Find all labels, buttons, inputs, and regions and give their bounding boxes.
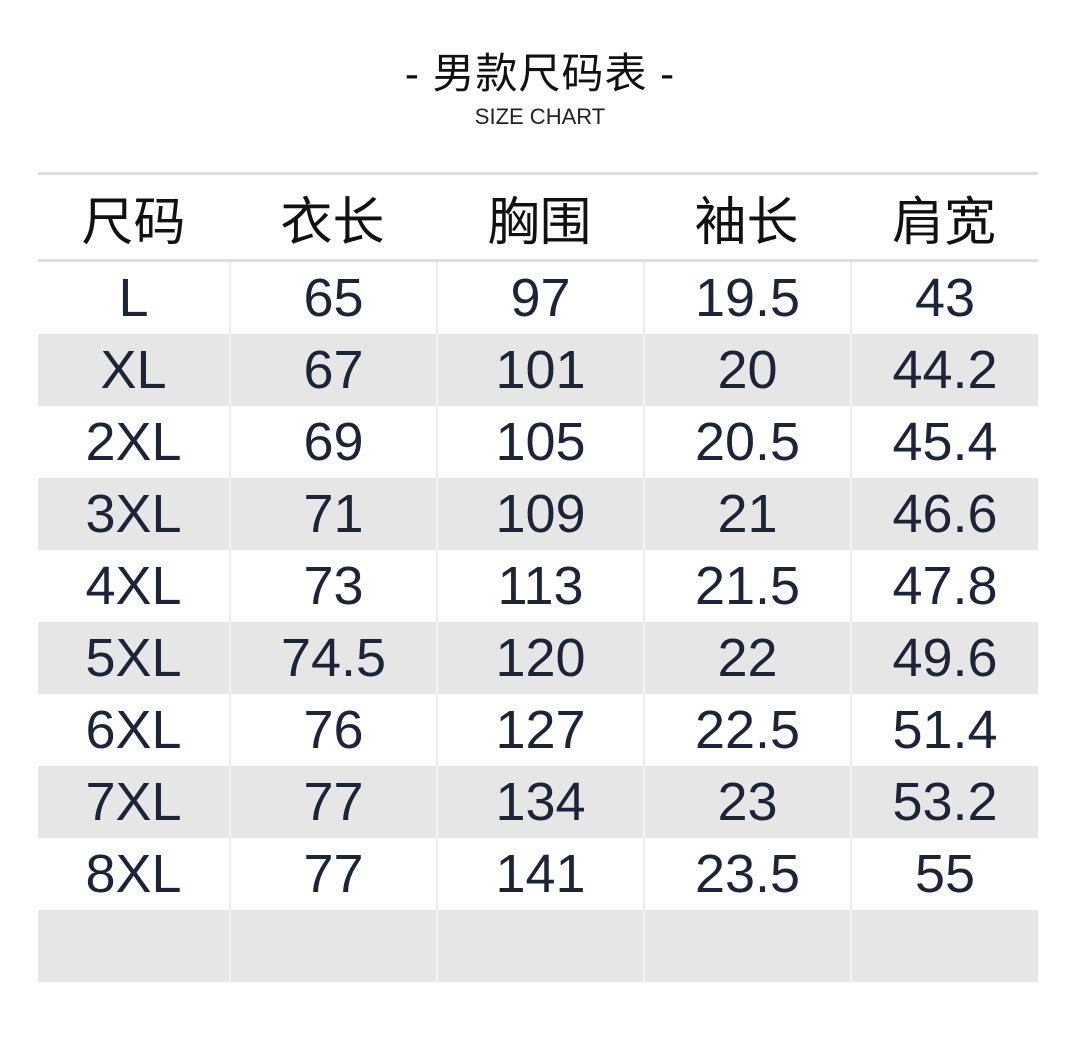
table-cell: 4XL [85,556,182,616]
table-cell: 77 [229,838,436,910]
table-row: 2XL 69 105 20.5 45.4 [38,406,1038,478]
table-cell: 2XL [85,412,182,472]
table-row: 8XL 77 141 23.5 55 [38,838,1038,910]
table-cell: 49.6 [850,622,1038,694]
table-cell: 20.5 [643,406,850,478]
table-cell: 45.4 [850,406,1038,478]
table-cell: 76 [229,694,436,766]
table-cell: 23 [643,766,850,838]
table-cell: 97 [436,262,643,334]
table-cell [229,910,436,982]
table-cell: 3XL [85,484,182,544]
table-cell: 101 [436,334,643,406]
table-row: 7XL 77 134 23 53.2 [38,766,1038,838]
table-row: XL 67 101 20 44.2 [38,334,1038,406]
table-row: 6XL 76 127 22.5 51.4 [38,694,1038,766]
table-cell: 55 [850,838,1038,910]
table-cell: 19.5 [643,262,850,334]
table-row: L 65 97 19.5 43 [38,262,1038,334]
table-cell: 74.5 [229,622,436,694]
table-cell: L [118,268,149,328]
table-cell: 77 [229,766,436,838]
table-cell [38,910,229,982]
table-cell: XL [100,340,167,400]
table-cell: 65 [229,262,436,334]
table-cell: 127 [436,694,643,766]
table-cell: 71 [229,478,436,550]
header-length: 衣长 [280,193,385,252]
table-row: 4XL 73 113 21.5 47.8 [38,550,1038,622]
table-row: 3XL 71 109 21 46.6 [38,478,1038,550]
table-cell: 46.6 [850,478,1038,550]
table-cell: 21.5 [643,550,850,622]
table-cell: 23.5 [643,838,850,910]
table-cell: 67 [229,334,436,406]
header-shoulder: 肩宽 [891,193,996,252]
chart-subtitle: SIZE CHART [474,104,606,129]
table-cell: 44.2 [850,334,1038,406]
header-size: 尺码 [81,193,186,252]
table-row: 5XL 74.5 120 22 49.6 [38,622,1038,694]
table-cell: 5XL [85,628,182,688]
table-cell: 141 [436,838,643,910]
table-cell: 47.8 [850,550,1038,622]
table-cell: 109 [436,478,643,550]
table-cell: 20 [643,334,850,406]
table-cell [850,910,1038,982]
table-cell: 73 [229,550,436,622]
table-cell: 113 [436,550,643,622]
size-table: 尺码 衣长 胸围 袖长 肩宽 L 65 97 19.5 43 XL 67 101 20 44.2 2… [38,172,1038,982]
table-cell: 43 [850,262,1038,334]
table-header: 尺码 衣长 胸围 袖长 肩宽 [38,175,1038,262]
table-cell: 120 [436,622,643,694]
header-chest: 胸围 [487,193,592,252]
chart-title: - 男款尺码表 - [404,50,676,97]
table-cell: 105 [436,406,643,478]
table-cell: 6XL [85,700,182,760]
table-cell: 21 [643,478,850,550]
table-row [38,910,1038,982]
table-cell: 134 [436,766,643,838]
table-cell: 51.4 [850,694,1038,766]
table-cell: 7XL [85,772,182,832]
table-cell: 69 [229,406,436,478]
table-cell [436,910,643,982]
table-cell: 8XL [85,844,182,904]
header-sleeve: 袖长 [694,193,799,252]
table-cell: 53.2 [850,766,1038,838]
table-cell: 22 [643,622,850,694]
table-cell: 22.5 [643,694,850,766]
table-cell [643,910,850,982]
